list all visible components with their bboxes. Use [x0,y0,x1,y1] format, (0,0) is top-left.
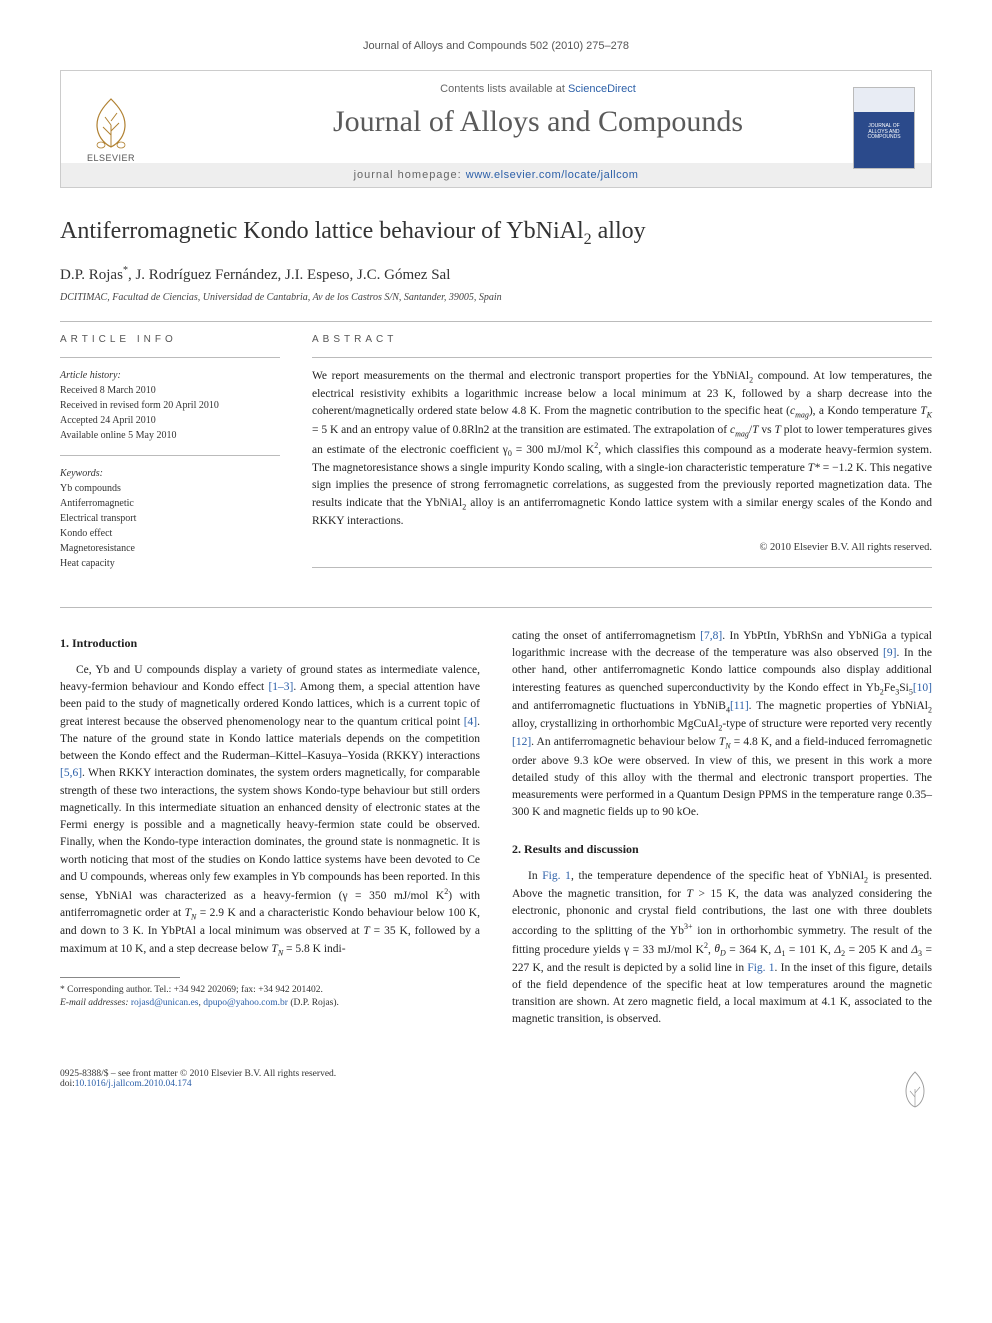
body-column-right: cating the onset of antiferromagnetism [… [512,628,932,1039]
abstract-text: We report measurements on the thermal an… [312,368,932,530]
section-heading-results: 2. Results and discussion [512,840,932,858]
article-title: Antiferromagnetic Kondo lattice behaviou… [60,218,932,249]
authors: D.P. Rojas*, J. Rodríguez Fernández, J.I… [60,265,932,284]
contents-prefix: Contents lists available at [440,83,568,95]
homepage-line: journal homepage: www.elsevier.com/locat… [61,163,931,187]
page-footer: 0925-8388/$ – see front matter © 2010 El… [60,1061,932,1112]
masthead: ELSEVIER Contents lists available at Sci… [60,70,932,188]
abstract-label: ABSTRACT [312,334,932,345]
keyword: Antiferromagnetic [60,496,280,511]
divider [60,357,280,358]
section-heading-introduction: 1. Introduction [60,634,480,652]
divider [312,567,932,568]
front-matter-line: 0925-8388/$ – see front matter © 2010 El… [60,1069,336,1079]
email-suffix: (D.P. Rojas). [290,998,339,1008]
corresponding-author-footnote: * Corresponding author. Tel.: +34 942 20… [60,984,480,1011]
footer-left: 0925-8388/$ – see front matter © 2010 El… [60,1069,336,1112]
keyword: Yb compounds [60,481,280,496]
email-label: E-mail addresses: [60,998,129,1008]
keyword: Magnetoresistance [60,541,280,556]
divider [60,321,932,322]
elsevier-tree-icon [83,95,139,151]
article-history: Article history: Received 8 March 2010 R… [60,368,280,443]
article-info-label: ARTICLE INFO [60,334,280,345]
keyword: Electrical transport [60,511,280,526]
history-item: Available online 5 May 2010 [60,428,280,443]
doi-prefix: doi: [60,1079,75,1089]
email-link[interactable]: dpupo@yahoo.com.br [203,998,288,1008]
elsevier-tree-icon [898,1069,932,1109]
running-header: Journal of Alloys and Compounds 502 (201… [60,40,932,52]
journal-title: Journal of Alloys and Compounds [161,105,915,139]
history-heading: Article history: [60,368,280,383]
divider [60,455,280,456]
keyword: Kondo effect [60,526,280,541]
footer-right [898,1069,932,1112]
body-paragraph: cating the onset of antiferromagnetism [… [512,628,932,822]
email-link[interactable]: rojasd@unican.es [131,998,199,1008]
homepage-prefix: journal homepage: [354,169,466,181]
contents-available-line: Contents lists available at ScienceDirec… [161,83,915,95]
elsevier-logo: ELSEVIER [77,83,145,163]
doi-link[interactable]: 10.1016/j.jallcom.2010.04.174 [75,1079,192,1089]
affiliation: DCITIMAC, Facultad de Ciencias, Universi… [60,292,932,303]
sciencedirect-link[interactable]: ScienceDirect [568,83,636,95]
journal-cover-thumbnail: JOURNAL OF ALLOYS AND COMPOUNDS [853,87,915,169]
history-item: Received 8 March 2010 [60,383,280,398]
divider [60,607,932,608]
cover-thumb-label: JOURNAL OF ALLOYS AND COMPOUNDS [858,124,910,141]
abstract-copyright: © 2010 Elsevier B.V. All rights reserved… [312,542,932,553]
divider [312,357,932,358]
keywords-block: Keywords: Yb compounds Antiferromagnetic… [60,466,280,571]
body-paragraph: Ce, Yb and U compounds display a variety… [60,662,480,959]
elsevier-wordmark: ELSEVIER [87,153,135,163]
homepage-link[interactable]: www.elsevier.com/locate/jallcom [466,169,639,181]
footnote-rule [60,977,180,978]
keywords-heading: Keywords: [60,466,280,481]
history-item: Accepted 24 April 2010 [60,413,280,428]
corresponding-line: * Corresponding author. Tel.: +34 942 20… [60,984,480,997]
keyword: Heat capacity [60,556,280,571]
body-column-left: 1. Introduction Ce, Yb and U compounds d… [60,628,480,1039]
body-paragraph: In Fig. 1, the temperature dependence of… [512,868,932,1029]
history-item: Received in revised form 20 April 2010 [60,398,280,413]
